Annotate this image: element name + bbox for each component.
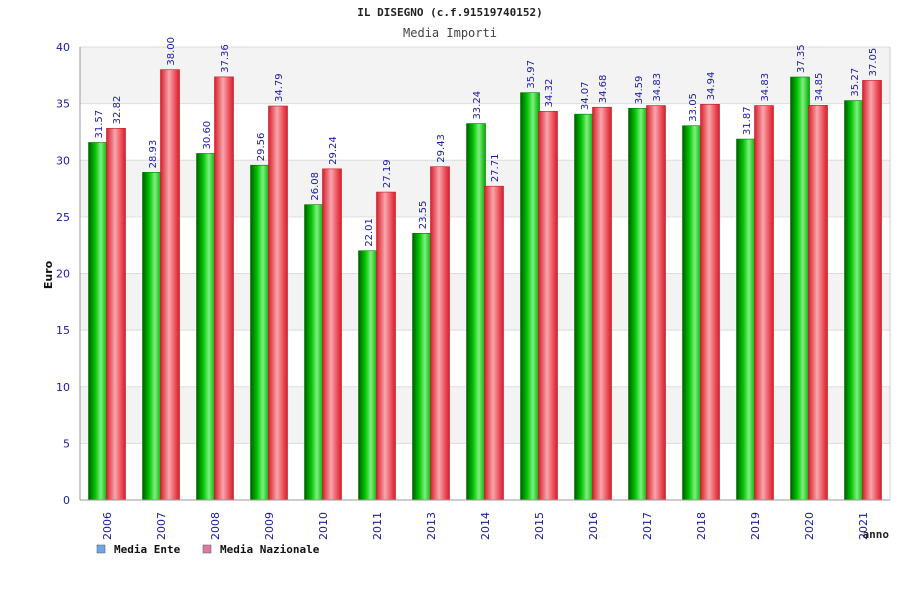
- bar-media-nazionale: [754, 105, 774, 501]
- chart-subtitle: Media Importi: [403, 26, 497, 40]
- y-tick-label: 35: [56, 98, 70, 111]
- data-label: 34.68: [598, 75, 609, 104]
- data-label: 34.07: [580, 82, 591, 111]
- data-label: 37.05: [868, 48, 879, 77]
- y-tick-label: 25: [56, 211, 70, 224]
- bar-media-ente: [574, 113, 594, 501]
- bar-media-ente: [520, 92, 540, 501]
- legend-swatch-media-nazionale: [202, 544, 212, 554]
- bar-media-ente: [628, 107, 648, 501]
- x-tick-label: 2020: [803, 512, 816, 540]
- x-tick-label: 2010: [317, 512, 330, 540]
- data-labels: 31.57 32.82 28.93 38.00 30.60 37.36 29.56 34.79…: [94, 37, 879, 247]
- data-label: 29.24: [328, 136, 339, 165]
- data-label: 31.87: [742, 106, 753, 135]
- bar-media-nazionale: [592, 106, 612, 501]
- bar-media-nazionale: [862, 80, 882, 501]
- x-tick-label: 2017: [641, 512, 654, 540]
- bar-media-nazionale: [322, 168, 342, 501]
- data-label: 33.05: [688, 93, 699, 122]
- x-tick-label: 2019: [749, 512, 762, 540]
- data-label: 28.93: [148, 140, 159, 169]
- x-tick-label: 2015: [533, 512, 546, 540]
- y-tick-label: 10: [56, 381, 70, 394]
- bar-media-nazionale: [430, 166, 450, 501]
- data-label: 22.01: [364, 218, 375, 247]
- bar-media-nazionale: [700, 104, 720, 501]
- data-label: 34.94: [706, 72, 717, 101]
- bar-media-ente: [358, 250, 378, 501]
- bar-media-nazionale: [538, 111, 558, 501]
- data-label: 34.83: [652, 73, 663, 102]
- y-tick-label: 5: [63, 437, 70, 450]
- data-label: 37.35: [796, 44, 807, 73]
- x-tick-label: 2006: [101, 512, 114, 540]
- data-label: 26.08: [310, 172, 321, 201]
- bar-media-ente: [250, 164, 270, 501]
- y-tick-label: 20: [56, 268, 70, 281]
- bar-media-ente: [142, 172, 162, 501]
- data-label: 33.24: [472, 91, 483, 120]
- data-label: 34.83: [760, 73, 771, 102]
- bar-media-ente: [844, 100, 864, 501]
- data-label: 23.55: [418, 201, 429, 230]
- legend: Media Ente Media Nazionale: [96, 543, 320, 556]
- bar-media-ente: [466, 123, 486, 501]
- data-label: 34.59: [634, 76, 645, 105]
- data-label: 38.00: [166, 37, 177, 66]
- bar-media-ente: [88, 142, 108, 501]
- x-tick-label: 2009: [263, 512, 276, 540]
- legend-swatch-media-ente: [96, 544, 106, 554]
- bar-media-ente: [790, 76, 810, 501]
- y-tick-label: 40: [56, 41, 70, 54]
- y-tick-label: 15: [56, 324, 70, 337]
- bar-media-ente: [736, 138, 756, 501]
- x-tick-label: 2007: [155, 512, 168, 540]
- data-label: 35.97: [526, 60, 537, 89]
- bar-media-ente: [196, 153, 216, 501]
- x-tick-label: 2013: [425, 512, 438, 540]
- data-label: 32.82: [112, 96, 123, 125]
- legend-label-media-ente: Media Ente: [114, 543, 181, 556]
- bars: [88, 69, 882, 501]
- data-label: 34.32: [544, 79, 555, 108]
- data-label: 31.57: [94, 110, 105, 139]
- x-tick-label: 2021: [857, 512, 870, 540]
- chart-title: IL DISEGNO (c.f.91519740152): [357, 6, 542, 19]
- x-axis-label: anno: [863, 528, 890, 541]
- data-label: 27.19: [382, 159, 393, 188]
- bar-media-nazionale: [268, 105, 288, 501]
- x-tick-label: 2018: [695, 512, 708, 540]
- bar-media-nazionale: [808, 105, 828, 501]
- bar-media-nazionale: [484, 185, 504, 501]
- bar-media-ente: [304, 204, 324, 501]
- data-label: 27.71: [490, 154, 501, 183]
- x-tick-label: 2008: [209, 512, 222, 540]
- x-tick-label: 2011: [371, 512, 384, 540]
- data-label: 30.60: [202, 121, 213, 150]
- data-label: 29.56: [256, 133, 267, 162]
- bar-media-nazionale: [646, 105, 666, 501]
- y-tick-label: 30: [56, 154, 70, 167]
- data-label: 29.43: [436, 134, 447, 163]
- data-label: 35.27: [850, 68, 861, 97]
- bar-media-nazionale: [214, 76, 234, 501]
- data-label: 34.79: [274, 73, 285, 102]
- legend-label-media-nazionale: Media Nazionale: [220, 543, 320, 556]
- y-axis-label: Euro: [42, 260, 55, 289]
- bar-media-nazionale: [376, 191, 396, 501]
- bar-media-ente: [412, 232, 432, 501]
- axes: 0 5 10 15 20 25 30 35 40 2006 2007 2008 2009 2010 2011…: [56, 41, 891, 540]
- bar-media-nazionale: [160, 69, 180, 501]
- x-tick-label: 2014: [479, 512, 492, 540]
- y-tick-label: 0: [63, 494, 70, 507]
- bar-media-ente: [682, 125, 702, 501]
- x-tick-label: 2016: [587, 512, 600, 540]
- bar-media-nazionale: [106, 128, 126, 501]
- data-label: 37.36: [220, 44, 231, 73]
- data-label: 34.85: [814, 73, 825, 102]
